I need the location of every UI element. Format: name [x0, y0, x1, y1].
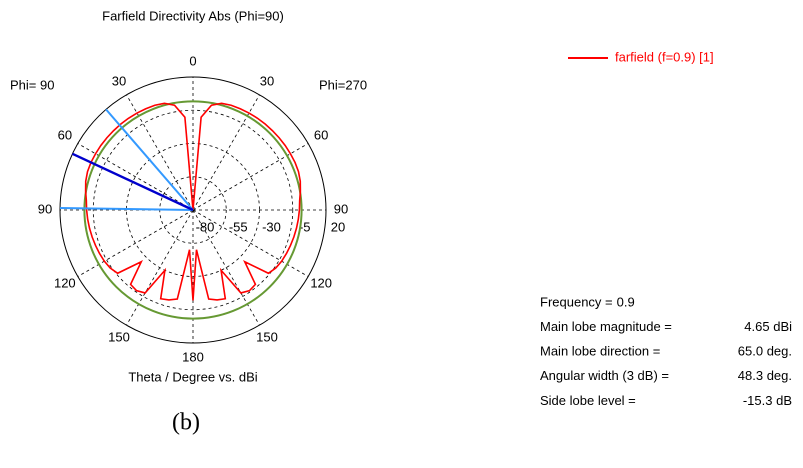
angle-tick-label: 0 — [189, 53, 196, 68]
r-tick-label: 20 — [331, 219, 345, 234]
info-value: 4.65 dBi — [744, 319, 792, 334]
beam-width-line — [105, 108, 194, 211]
r-tick-label: -80 — [196, 219, 215, 234]
beam-width-line — [59, 207, 194, 211]
info-value: 0.9 — [617, 294, 635, 309]
angle-tick-label: 120 — [54, 275, 76, 290]
grid-spoke — [192, 94, 260, 211]
info-label: Frequency = — [540, 294, 613, 309]
grid-spoke — [126, 94, 194, 211]
angle-tick-label: 180 — [182, 349, 204, 364]
grid-spoke — [192, 209, 260, 326]
angle-tick-label: 60 — [58, 127, 72, 142]
info-value: 48.3 deg. — [738, 368, 792, 383]
series-line — [84, 102, 302, 301]
level-circle — [83, 100, 303, 320]
info-label: Main lobe magnitude = — [540, 319, 672, 334]
grid-spoke — [192, 209, 309, 277]
angle-tick-label: 60 — [314, 127, 328, 142]
chart-title: Farfield Directivity Abs (Phi=90) — [102, 8, 284, 23]
info-value: -15.3 dB — [743, 393, 792, 408]
angle-tick-label: 150 — [256, 330, 278, 345]
side-label: Phi=270 — [319, 77, 367, 92]
info-label: Angular width (3 dB) = — [540, 368, 669, 383]
grid-spoke — [77, 209, 194, 277]
side-label: Phi= 90 — [10, 77, 54, 92]
info-value: 65.0 deg. — [738, 344, 792, 359]
angle-tick-label: 150 — [108, 330, 130, 345]
angle-tick-label: 30 — [260, 73, 274, 88]
angle-tick-label: 120 — [310, 275, 332, 290]
legend-label: farfield (f=0.9) [1] — [615, 49, 714, 64]
angle-tick-label: 90 — [38, 201, 52, 216]
caption: (b) — [172, 410, 200, 436]
angle-tick-label: 30 — [112, 73, 126, 88]
r-tick-label: -5 — [299, 219, 311, 234]
grid-spoke — [126, 209, 194, 326]
grid-spoke — [77, 143, 194, 211]
grid-circle — [92, 109, 294, 311]
main-lobe-line — [71, 152, 194, 212]
info-label: Main lobe direction = — [540, 344, 660, 359]
grid-spoke — [192, 143, 309, 211]
axis-label: Theta / Degree vs. dBi — [128, 369, 257, 384]
r-tick-label: -30 — [262, 219, 281, 234]
info-label: Side lobe level = — [540, 393, 636, 408]
angle-tick-label: 90 — [334, 201, 348, 216]
r-tick-label: -55 — [229, 219, 248, 234]
